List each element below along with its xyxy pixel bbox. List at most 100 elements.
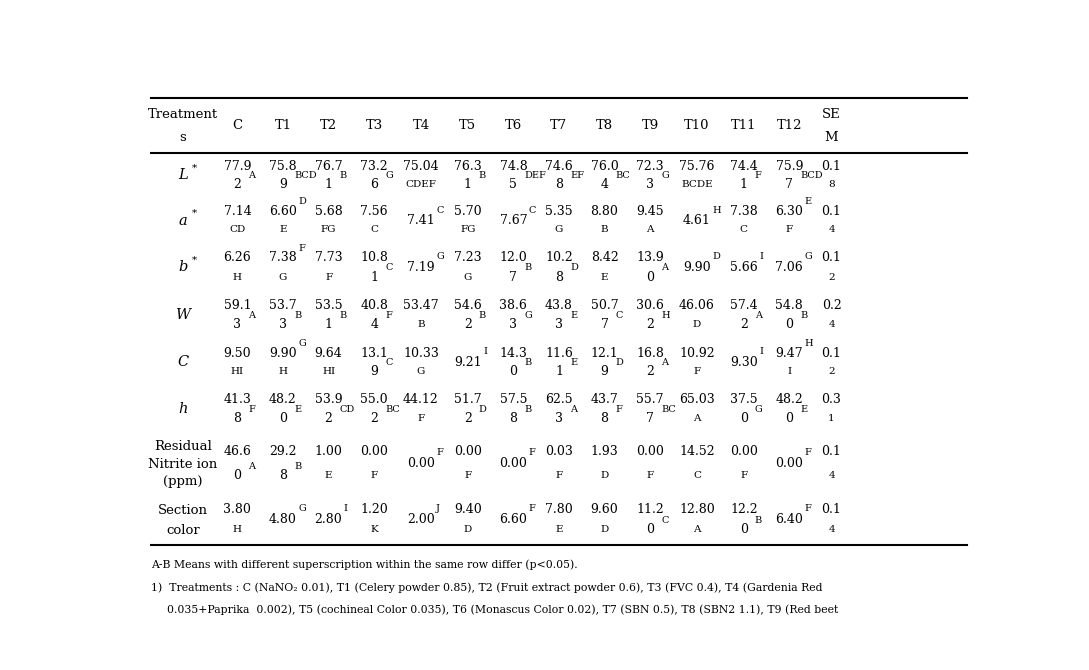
Text: (ppm): (ppm) — [163, 475, 203, 488]
Text: 2: 2 — [646, 318, 654, 332]
Text: 0.1: 0.1 — [821, 159, 842, 173]
Text: BC: BC — [661, 405, 676, 413]
Text: BCDE: BCDE — [681, 180, 713, 189]
Text: T10: T10 — [684, 119, 710, 132]
Text: G: G — [417, 366, 425, 376]
Text: T11: T11 — [731, 119, 757, 132]
Text: SE: SE — [822, 109, 841, 121]
Text: 10.33: 10.33 — [403, 346, 439, 360]
Text: 16.8: 16.8 — [636, 346, 664, 360]
Text: D: D — [479, 405, 487, 413]
Text: A-B Means with different superscription within the same row differ (p<0.05).: A-B Means with different superscription … — [151, 559, 578, 570]
Text: 75.8: 75.8 — [269, 159, 297, 173]
Text: BC: BC — [386, 405, 400, 413]
Text: W: W — [175, 308, 191, 322]
Text: 65.03: 65.03 — [680, 393, 714, 405]
Text: A: A — [755, 312, 762, 320]
Text: T3: T3 — [366, 119, 382, 132]
Text: 6.60: 6.60 — [500, 513, 527, 526]
Text: 2: 2 — [829, 366, 835, 376]
Text: 74.6: 74.6 — [546, 159, 573, 173]
Text: E: E — [294, 405, 301, 413]
Text: B: B — [800, 312, 808, 320]
Text: G: G — [386, 171, 393, 180]
Text: T2: T2 — [320, 119, 338, 132]
Text: I: I — [787, 366, 792, 376]
Text: 1: 1 — [325, 318, 332, 332]
Text: F: F — [615, 405, 623, 413]
Text: B: B — [479, 312, 486, 320]
Text: 75.04: 75.04 — [403, 159, 439, 173]
Text: C: C — [232, 119, 243, 132]
Text: B: B — [525, 358, 531, 366]
Text: 3: 3 — [233, 318, 242, 332]
Text: 37.5: 37.5 — [730, 393, 758, 405]
Text: 5.70: 5.70 — [454, 205, 481, 218]
Text: T7: T7 — [550, 119, 567, 132]
Text: 0.00: 0.00 — [454, 444, 481, 458]
Text: BC: BC — [615, 171, 631, 180]
Text: FG: FG — [321, 225, 337, 234]
Text: 55.7: 55.7 — [636, 393, 664, 405]
Text: 74.4: 74.4 — [730, 159, 758, 173]
Text: 55.0: 55.0 — [360, 393, 388, 405]
Text: 38.6: 38.6 — [500, 299, 527, 312]
Text: 0.2: 0.2 — [822, 299, 842, 312]
Text: 76.3: 76.3 — [454, 159, 481, 173]
Text: D: D — [298, 198, 306, 206]
Text: 0: 0 — [739, 523, 748, 536]
Text: Nitrite ion: Nitrite ion — [148, 458, 218, 470]
Text: F: F — [694, 366, 700, 376]
Text: 9.47: 9.47 — [775, 346, 804, 360]
Text: B: B — [340, 312, 346, 320]
Text: 0: 0 — [739, 412, 748, 425]
Text: s: s — [180, 131, 186, 144]
Text: 0.035+Paprika  0.002), T5 (cochineal Color 0.035), T6 (Monascus Color 0.02), T7 : 0.035+Paprika 0.002), T5 (cochineal Colo… — [167, 604, 837, 615]
Text: 41.3: 41.3 — [223, 393, 252, 405]
Text: 48.2: 48.2 — [775, 393, 804, 405]
Text: G: G — [805, 252, 812, 261]
Text: J: J — [437, 505, 440, 513]
Text: E: E — [325, 471, 332, 480]
Text: color: color — [167, 525, 200, 537]
Text: 2.80: 2.80 — [315, 513, 342, 526]
Text: 7.19: 7.19 — [407, 261, 435, 274]
Text: 9.40: 9.40 — [454, 502, 481, 516]
Text: 72.3: 72.3 — [636, 159, 664, 173]
Text: 12.0: 12.0 — [500, 251, 527, 265]
Text: 9.90: 9.90 — [683, 261, 711, 274]
Text: 5.35: 5.35 — [546, 205, 573, 218]
Text: 9.60: 9.60 — [590, 502, 619, 516]
Text: E: E — [805, 198, 811, 206]
Text: 10.8: 10.8 — [360, 251, 388, 265]
Text: C: C — [386, 358, 392, 366]
Text: 0: 0 — [646, 271, 654, 283]
Text: E: E — [555, 525, 563, 534]
Text: 14.52: 14.52 — [680, 444, 714, 458]
Text: D: D — [464, 525, 472, 534]
Text: A: A — [570, 405, 577, 413]
Text: A: A — [661, 263, 668, 273]
Text: G: G — [525, 312, 533, 320]
Text: F: F — [437, 448, 443, 457]
Text: F: F — [417, 414, 425, 423]
Text: 0: 0 — [646, 523, 654, 536]
Text: F: F — [528, 448, 536, 457]
Text: A: A — [694, 525, 700, 534]
Text: 57.5: 57.5 — [500, 393, 527, 405]
Text: K: K — [370, 525, 378, 534]
Text: 50.7: 50.7 — [590, 299, 619, 312]
Text: 6.26: 6.26 — [223, 251, 252, 265]
Text: C: C — [178, 355, 188, 369]
Text: B: B — [525, 405, 531, 413]
Text: 2: 2 — [646, 364, 654, 378]
Text: 6: 6 — [370, 178, 378, 191]
Text: HI: HI — [231, 366, 244, 376]
Text: B: B — [525, 263, 531, 273]
Text: 74.8: 74.8 — [500, 159, 527, 173]
Text: 6.30: 6.30 — [775, 205, 804, 218]
Text: 7.73: 7.73 — [315, 251, 342, 265]
Text: 2: 2 — [464, 318, 472, 332]
Text: 5: 5 — [510, 178, 517, 191]
Text: A: A — [248, 312, 256, 320]
